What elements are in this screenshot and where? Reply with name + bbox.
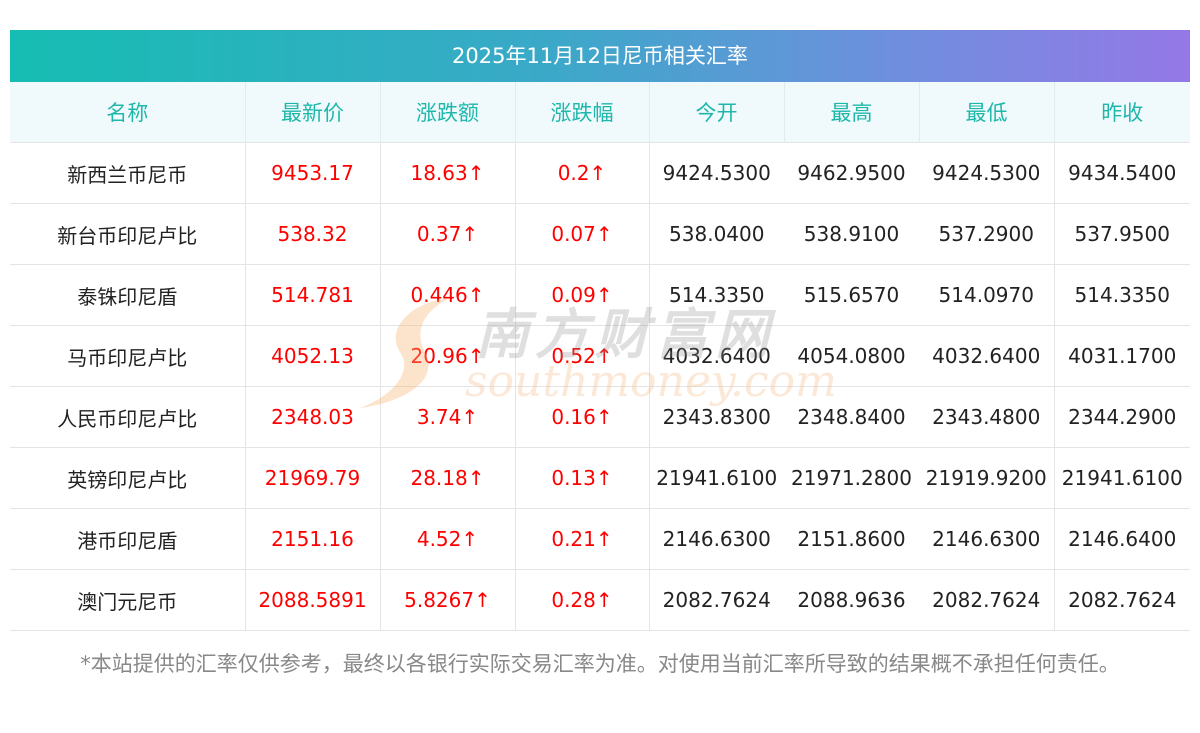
latest-price: 21969.79: [245, 447, 381, 509]
low-price: 2146.6300: [919, 508, 1055, 570]
latest-price: 9453.17: [245, 142, 381, 204]
change-amount: 18.63↑: [380, 142, 516, 204]
open-price: 514.3350: [649, 264, 784, 326]
latest-price: 2151.16: [245, 508, 381, 570]
table-row: 澳门元尼币 2088.5891 5.8267↑ 0.28↑ 2082.7624 …: [10, 569, 1190, 631]
change-percent: 0.07↑: [515, 203, 650, 265]
low-price: 21919.9200: [919, 447, 1055, 509]
high-price: 538.9100: [784, 203, 919, 265]
change-percent: 0.52↑: [515, 325, 650, 387]
exchange-rate-table: 名称 最新价 涨跌额 涨跌幅 今开 最高 最低 昨收 新西兰币尼币 9453.1…: [10, 82, 1190, 631]
currency-pair-name: 新西兰币尼币: [10, 142, 246, 204]
table-row: 人民币印尼卢比 2348.03 3.74↑ 0.16↑ 2343.8300 23…: [10, 386, 1190, 448]
table-row: 新西兰币尼币 9453.17 18.63↑ 0.2↑ 9424.5300 946…: [10, 142, 1190, 204]
disclaimer-text: *本站提供的汇率仅供参考，最终以各银行实际交易汇率为准。对使用当前汇率所导致的结…: [80, 652, 1120, 676]
change-amount: 20.96↑: [380, 325, 516, 387]
prev-close: 2344.2900: [1054, 386, 1190, 448]
table-title: 2025年11月12日尼币相关汇率: [10, 30, 1190, 82]
currency-pair-name: 港币印尼盾: [10, 508, 246, 570]
open-price: 9424.5300: [649, 142, 784, 204]
table-row: 马币印尼卢比 4052.13 20.96↑ 0.52↑ 4032.6400 40…: [10, 325, 1190, 387]
change-amount: 28.18↑: [380, 447, 516, 509]
table-row: 新台币印尼卢比 538.32 0.37↑ 0.07↑ 538.0400 538.…: [10, 203, 1190, 265]
open-price: 2082.7624: [649, 569, 784, 631]
table-header-row: 名称 最新价 涨跌额 涨跌幅 今开 最高 最低 昨收: [10, 82, 1190, 143]
currency-pair-name: 英镑印尼卢比: [10, 447, 246, 509]
high-price: 2348.8400: [784, 386, 919, 448]
open-price: 538.0400: [649, 203, 784, 265]
open-price: 21941.6100: [649, 447, 784, 509]
change-percent: 0.09↑: [515, 264, 650, 326]
open-price: 4032.6400: [649, 325, 784, 387]
change-amount: 0.37↑: [380, 203, 516, 265]
column-header-open: 今开: [648, 82, 784, 143]
currency-pair-name: 泰铢印尼盾: [10, 264, 246, 326]
currency-pair-name: 新台币印尼卢比: [10, 203, 246, 265]
latest-price: 4052.13: [245, 325, 381, 387]
table-row: 港币印尼盾 2151.16 4.52↑ 0.21↑ 2146.6300 2151…: [10, 508, 1190, 570]
column-header-low: 最低: [918, 82, 1054, 143]
column-header-name: 名称: [10, 82, 245, 143]
prev-close: 514.3350: [1054, 264, 1190, 326]
change-percent: 0.16↑: [515, 386, 650, 448]
change-percent: 0.21↑: [515, 508, 650, 570]
low-price: 4032.6400: [919, 325, 1055, 387]
low-price: 9424.5300: [919, 142, 1055, 204]
change-percent: 0.13↑: [515, 447, 650, 509]
prev-close: 2082.7624: [1054, 569, 1190, 631]
low-price: 514.0970: [919, 264, 1055, 326]
low-price: 2343.4800: [919, 386, 1055, 448]
open-price: 2146.6300: [649, 508, 784, 570]
prev-close: 21941.6100: [1054, 447, 1190, 509]
currency-pair-name: 马币印尼卢比: [10, 325, 246, 387]
change-percent: 0.2↑: [515, 142, 650, 204]
high-price: 2151.8600: [784, 508, 919, 570]
latest-price: 2088.5891: [245, 569, 381, 631]
currency-pair-name: 人民币印尼卢比: [10, 386, 246, 448]
high-price: 21971.2800: [784, 447, 919, 509]
table-row: 英镑印尼卢比 21969.79 28.18↑ 0.13↑ 21941.6100 …: [10, 447, 1190, 509]
column-header-change-pct: 涨跌幅: [514, 82, 649, 143]
change-percent: 0.28↑: [515, 569, 650, 631]
latest-price: 538.32: [245, 203, 381, 265]
low-price: 2082.7624: [919, 569, 1055, 631]
latest-price: 514.781: [245, 264, 381, 326]
prev-close: 537.9500: [1054, 203, 1190, 265]
column-header-high: 最高: [783, 82, 919, 143]
table-row: 泰铢印尼盾 514.781 0.446↑ 0.09↑ 514.3350 515.…: [10, 264, 1190, 326]
change-amount: 3.74↑: [380, 386, 516, 448]
column-header-latest: 最新价: [244, 82, 380, 143]
prev-close: 4031.1700: [1054, 325, 1190, 387]
prev-close: 9434.5400: [1054, 142, 1190, 204]
change-amount: 5.8267↑: [380, 569, 516, 631]
column-header-prev-close: 昨收: [1053, 82, 1190, 143]
high-price: 9462.9500: [784, 142, 919, 204]
latest-price: 2348.03: [245, 386, 381, 448]
change-amount: 4.52↑: [380, 508, 516, 570]
rate-table-panel: 2025年11月12日尼币相关汇率 名称 最新价 涨跌额 涨跌幅 今开 最高 最…: [10, 30, 1190, 631]
prev-close: 2146.6400: [1054, 508, 1190, 570]
change-amount: 0.446↑: [380, 264, 516, 326]
currency-pair-name: 澳门元尼币: [10, 569, 246, 631]
high-price: 4054.0800: [784, 325, 919, 387]
high-price: 2088.9636: [784, 569, 919, 631]
open-price: 2343.8300: [649, 386, 784, 448]
column-header-change: 涨跌额: [379, 82, 515, 143]
low-price: 537.2900: [919, 203, 1055, 265]
high-price: 515.6570: [784, 264, 919, 326]
